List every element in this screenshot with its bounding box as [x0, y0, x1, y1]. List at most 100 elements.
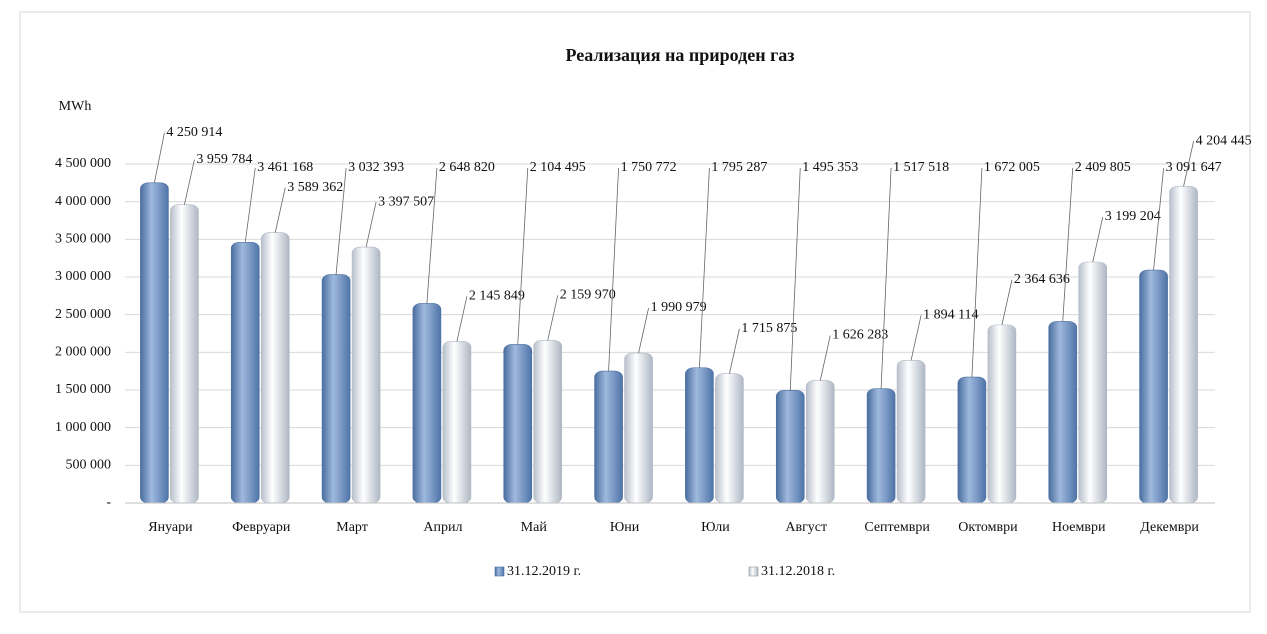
leader-line [365, 201, 377, 248]
bar [321, 274, 351, 504]
data-label: 2 159 970 [560, 288, 616, 303]
data-label: 1 894 114 [923, 308, 978, 323]
y-tick-label: 4 000 000 [55, 194, 111, 209]
x-tick-label: Септември [864, 520, 930, 535]
bar [140, 182, 169, 504]
bar [957, 376, 987, 504]
bar [805, 380, 835, 504]
bar [1169, 185, 1198, 504]
bar [987, 324, 1017, 504]
data-label: 3 397 507 [378, 194, 434, 209]
bar [624, 352, 653, 504]
leader-line [517, 167, 529, 345]
legend-marker [748, 566, 759, 577]
x-tick-label: Февруари [232, 520, 291, 535]
bar [775, 390, 805, 504]
y-tick-label: 500 000 [66, 458, 112, 473]
bar [1078, 261, 1108, 504]
y-tick-label: - [106, 495, 111, 510]
x-tick-label: Март [336, 520, 368, 535]
chart-frame [19, 11, 1251, 613]
x-tick-label: Юни [610, 520, 640, 535]
data-label: 1 795 287 [711, 160, 767, 175]
leader-line [699, 167, 710, 368]
data-label: 3 091 647 [1166, 160, 1222, 175]
legend-marker [494, 566, 505, 577]
bar [1139, 269, 1168, 504]
bar [503, 344, 533, 504]
y-tick-label: 3 000 000 [55, 269, 111, 284]
leader-line [910, 315, 922, 361]
data-label: 1 750 772 [621, 160, 677, 175]
leader-line [789, 167, 801, 391]
x-tick-label: Ноември [1052, 520, 1106, 535]
leader-line [274, 187, 286, 233]
data-label: 3 032 393 [348, 160, 404, 175]
leader-line [426, 167, 438, 304]
data-label: 1 990 979 [651, 300, 707, 315]
leader-line [244, 167, 256, 243]
y-tick-label: 2 500 000 [55, 307, 111, 322]
bar [866, 388, 896, 504]
data-label: 1 715 875 [741, 321, 797, 336]
leader-line [1001, 279, 1013, 325]
legend-label: 31.12.2019 г. [507, 564, 581, 579]
leader-line [638, 307, 649, 354]
x-tick-label: Април [423, 520, 462, 535]
leader-line [1062, 167, 1074, 322]
leader-line [971, 167, 983, 378]
bar [170, 204, 199, 504]
leader-line [154, 132, 165, 183]
y-tick-label: 1 500 000 [55, 382, 111, 397]
leader-line [608, 167, 619, 372]
bar [351, 246, 381, 504]
data-label: 1 517 518 [893, 160, 949, 175]
x-tick-label: Август [785, 520, 827, 535]
y-tick-label: 3 500 000 [55, 232, 111, 247]
data-label: 1 672 005 [984, 160, 1040, 175]
x-tick-label: Юли [701, 520, 730, 535]
leader-line [819, 335, 831, 381]
data-label: 4 204 445 [1196, 133, 1252, 148]
x-tick-label: Декември [1140, 520, 1199, 535]
x-tick-label: Януари [148, 520, 193, 535]
y-tick-label: 2 000 000 [55, 345, 111, 360]
chart-title: Реализация на природен газ [565, 45, 794, 65]
data-label: 1 626 283 [832, 328, 888, 343]
data-label: 3 199 204 [1105, 209, 1161, 224]
leader-line [1092, 216, 1104, 263]
leader-line [456, 296, 468, 342]
leader-line [1183, 141, 1194, 187]
x-tick-label: Май [521, 520, 548, 535]
bar [442, 341, 472, 504]
data-label: 2 145 849 [469, 289, 525, 304]
bar [230, 241, 260, 504]
legend-label: 31.12.2018 г. [761, 564, 835, 579]
leader-line [335, 167, 347, 275]
data-label: 2 104 495 [530, 160, 586, 175]
bar [594, 370, 623, 504]
data-label: 2 409 805 [1075, 160, 1131, 175]
bar [260, 232, 290, 504]
y-tick-label: 4 500 000 [55, 156, 111, 171]
bar [533, 339, 563, 504]
data-label: 3 959 784 [196, 152, 252, 167]
data-label: 1 495 353 [802, 160, 858, 175]
data-label: 3 589 362 [287, 180, 343, 195]
bar [715, 373, 744, 504]
y-tick-label: 1 000 000 [55, 420, 111, 435]
leader-line [880, 167, 892, 389]
leader-line [1153, 167, 1164, 271]
data-label: 2 648 820 [439, 160, 495, 175]
data-label: 3 461 168 [257, 160, 313, 175]
data-label: 4 250 914 [166, 125, 222, 140]
leader-line [184, 159, 195, 205]
data-label: 2 364 636 [1014, 272, 1070, 287]
bar [412, 303, 442, 504]
y-axis-label: MWh [59, 99, 92, 114]
bar [896, 360, 926, 504]
bar [1048, 321, 1078, 504]
leader-line [729, 328, 740, 374]
bar [685, 367, 714, 504]
